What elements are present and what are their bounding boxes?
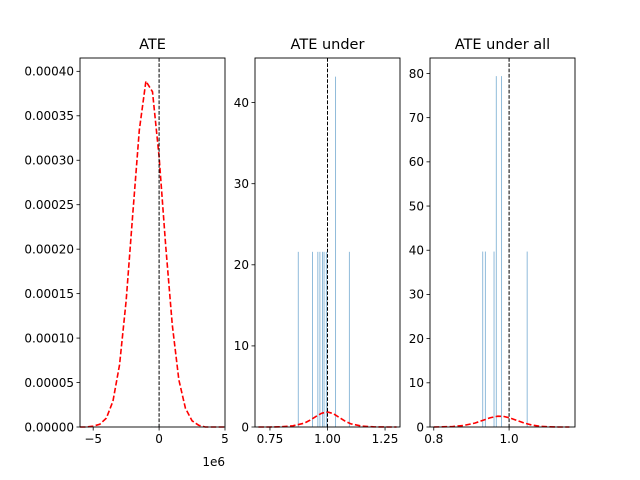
y-tick-label: 0.00030	[24, 154, 74, 168]
histogram-bar	[484, 251, 486, 427]
histogram-bar	[348, 251, 350, 427]
y-tick-label: 0	[416, 420, 424, 434]
x-tick-label: 1.25	[372, 432, 399, 446]
y-tick-label: 20	[409, 332, 424, 346]
histogram-bar	[526, 251, 528, 427]
y-tick-label: 0.00035	[24, 109, 74, 123]
density-curve	[433, 415, 570, 428]
subplot-title: ATE	[139, 37, 166, 53]
y-tick-label: 40	[409, 244, 424, 258]
histogram-bar	[323, 251, 325, 427]
histogram-bar	[297, 251, 299, 427]
subplot-1: −5 0 5 0.00000 0.00005 0.00010 0.00015 0.00020 0…	[24, 37, 228, 469]
histogram-bar	[501, 76, 503, 428]
y-tick-label: 40	[234, 96, 249, 110]
y-tick-label: 0.00000	[24, 420, 74, 434]
histogram-bar	[312, 251, 313, 427]
y-tick-label: 60	[409, 155, 424, 169]
x-tick-label: 0.75	[257, 432, 284, 446]
histogram-bar	[325, 251, 327, 427]
y-tick-label: 0.00020	[24, 242, 74, 256]
y-tick-label: 30	[409, 288, 424, 302]
y-tick-label: 0.00040	[24, 65, 74, 79]
histogram-bar	[321, 251, 323, 427]
histogram-bar	[482, 251, 484, 427]
x-tick-label: −5	[84, 432, 102, 446]
x-tick-label: 5	[221, 432, 229, 446]
y-tick-label: 0.00005	[24, 376, 74, 390]
subplot-title: ATE under all	[455, 37, 550, 53]
y-tick-label: 0.00015	[24, 287, 74, 301]
x-tick-label: 0.8	[424, 432, 443, 446]
y-tick-label: 20	[234, 258, 249, 272]
density-curve	[258, 411, 397, 428]
y-tick-label: 10	[409, 376, 424, 390]
y-tick-label: 50	[409, 199, 424, 213]
y-tick-label: 0.00010	[24, 331, 74, 345]
density-curve	[80, 78, 225, 428]
subplot-title: ATE under	[291, 37, 365, 53]
histogram-bar	[493, 251, 495, 427]
subplot-2: 0.75 1.00 1.25 0 10 20 30 40 ATE under	[234, 37, 401, 446]
x-tick-label: 0	[155, 432, 163, 446]
x-tick-label: 1.00	[314, 432, 341, 446]
y-tick-label: 10	[234, 339, 249, 353]
y-tick-label: 0.00025	[24, 198, 74, 212]
axes-frame	[429, 57, 576, 428]
histogram-bar	[319, 251, 321, 427]
histogram-bar	[335, 76, 337, 428]
x-offset-label: 1e6	[202, 455, 225, 469]
axes-frame	[79, 57, 226, 428]
x-tick-label: 1.0	[500, 432, 519, 446]
subplot-3: 0.8 1.0 0 10 20 30 40 50 60 70 80 ATE under all	[409, 37, 576, 446]
y-tick-label: 70	[409, 111, 424, 125]
histogram-bar	[495, 76, 497, 428]
histogram-bar	[317, 251, 319, 427]
y-tick-label: 80	[409, 67, 424, 81]
y-tick-label: 30	[234, 177, 249, 191]
y-tick-label: 0	[241, 420, 249, 434]
